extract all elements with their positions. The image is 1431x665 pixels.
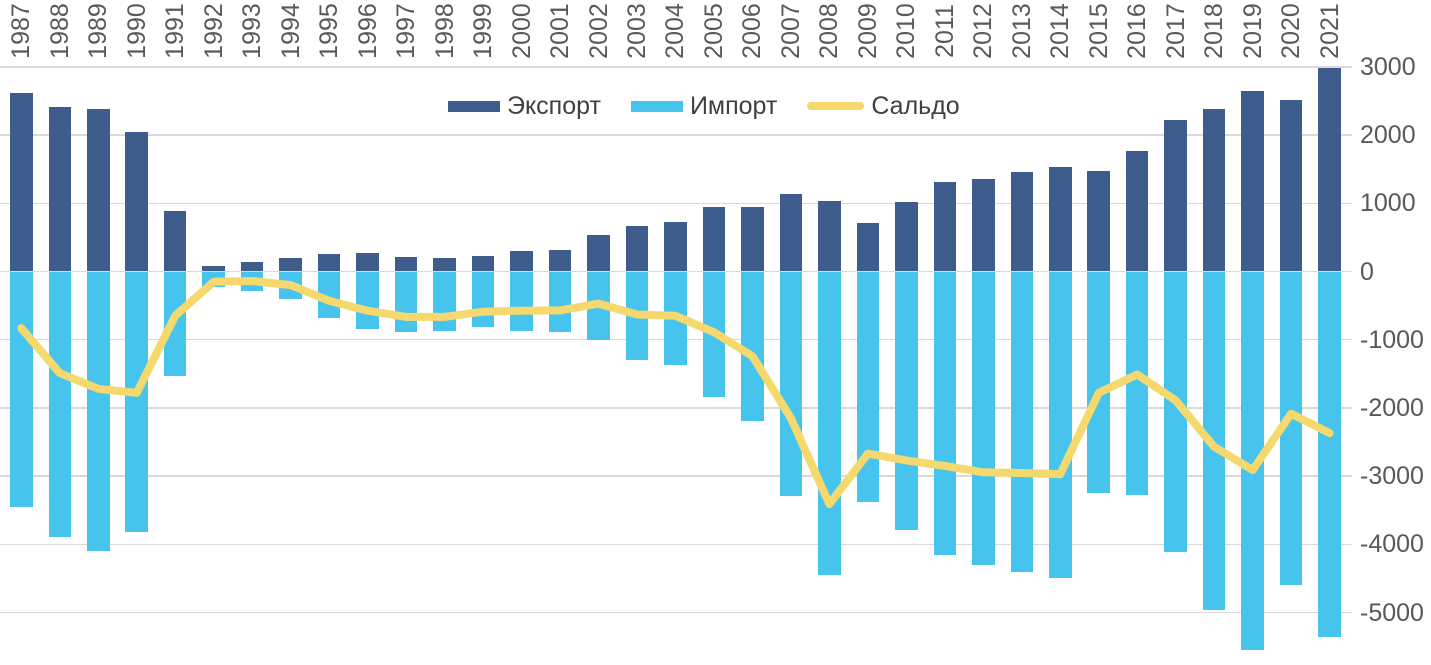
legend-item-export: Экспорт [448, 91, 601, 121]
legend: Экспорт Импорт Сальдо [448, 91, 960, 121]
import-bar [1164, 271, 1187, 552]
import-bar [548, 271, 572, 333]
import-bar [1241, 271, 1264, 650]
import-bar [1318, 271, 1341, 638]
import-bar [510, 271, 533, 331]
export-bar [1202, 108, 1226, 272]
export-bar [433, 257, 456, 272]
gridline [0, 66, 1352, 68]
export-bar [356, 252, 379, 272]
y-tick-label: -3000 [1360, 462, 1424, 491]
import-bar [856, 271, 880, 503]
import-bar [741, 271, 764, 421]
gridline [0, 543, 1352, 546]
export-bar [1279, 99, 1303, 272]
import-bar [1125, 271, 1149, 496]
export-bar [1049, 167, 1072, 272]
import-bar [895, 271, 918, 530]
import-bar [933, 271, 957, 556]
import-legend-swatch [630, 100, 683, 112]
gridline [0, 202, 1352, 205]
export-bar [317, 254, 341, 272]
export-bar [587, 235, 610, 272]
export-bar [895, 201, 918, 272]
export-bar [664, 222, 687, 272]
y-tick-label: 1000 [1360, 189, 1416, 218]
gridline [0, 475, 1352, 477]
export-bar [125, 132, 148, 272]
export-bar [1125, 150, 1149, 272]
export-bar [48, 107, 72, 272]
export-bar [1010, 172, 1034, 272]
export-bar [741, 206, 764, 272]
export-bar [10, 92, 33, 272]
gridline [0, 134, 1352, 136]
y-tick-label: -5000 [1360, 598, 1424, 627]
y-tick-label: -1000 [1360, 325, 1424, 354]
y-tick-label: 2000 [1360, 121, 1416, 150]
export-bar [818, 200, 841, 272]
saldo-legend-label: Сальдо [871, 92, 960, 120]
export-bar [933, 182, 957, 272]
import-bar [1087, 271, 1110, 494]
y-tick-label: 3000 [1360, 52, 1416, 81]
export-bar [510, 251, 533, 272]
export-bar [202, 266, 225, 272]
export-legend-swatch [448, 100, 500, 112]
saldo-line [17, 277, 1334, 509]
import-bar [972, 271, 995, 565]
export-bar [548, 249, 572, 272]
import-bar [1279, 271, 1303, 586]
saldo-legend-swatch [807, 102, 865, 110]
gridline [0, 611, 1352, 614]
import-bar [1049, 271, 1072, 579]
export-bar [972, 179, 995, 272]
y-tick-label: -4000 [1360, 530, 1424, 559]
legend-item-import: Импорт [630, 91, 778, 121]
import-bar [48, 271, 72, 538]
import-bar [125, 271, 148, 533]
legend-item-saldo: Сальдо [807, 91, 960, 121]
export-legend-label: Экспорт [507, 92, 601, 120]
export-bar [1164, 120, 1187, 272]
y-tick-label: 0 [1360, 257, 1374, 286]
export-bar [471, 256, 495, 272]
gridline [0, 407, 1352, 409]
export-bar [625, 225, 649, 272]
import-bar [1010, 271, 1034, 573]
export-bar [1087, 171, 1110, 272]
export-bar [1318, 67, 1341, 272]
export-bar [87, 109, 110, 272]
export-bar [1241, 91, 1264, 272]
export-bar [279, 257, 302, 272]
y-tick-label: -2000 [1360, 393, 1424, 422]
export-bar [702, 206, 726, 272]
export-bar [394, 256, 418, 272]
import-bar [87, 271, 110, 552]
export-bar [856, 223, 880, 272]
export-bar [240, 261, 264, 272]
import-legend-label: Импорт [689, 92, 778, 120]
export-bar [779, 193, 803, 272]
export-bar [163, 211, 187, 272]
